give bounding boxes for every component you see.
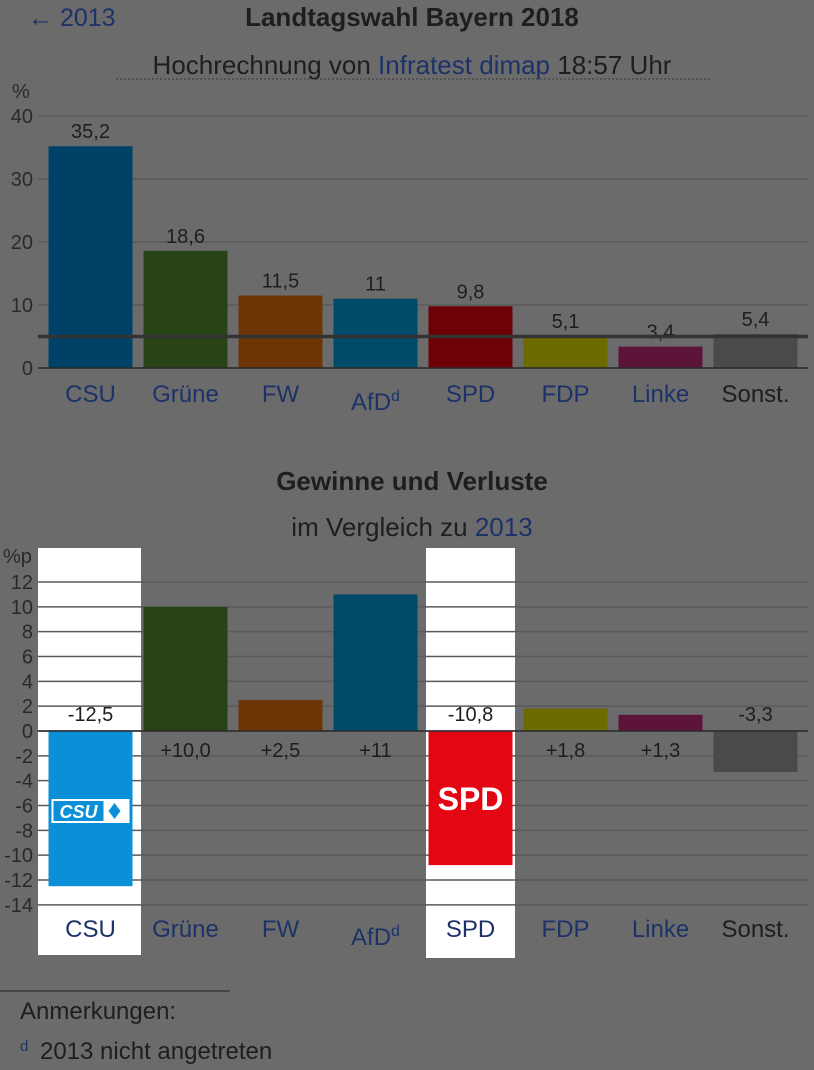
y-tick-label: -12 xyxy=(4,870,33,892)
svg-text:CSU: CSU xyxy=(59,802,98,822)
bar-grüne xyxy=(143,250,228,368)
category-label[interactable]: Linke xyxy=(632,381,689,408)
gains-title: Gewinne und Verluste xyxy=(276,466,548,496)
value-label: 18,6 xyxy=(166,226,205,248)
value-label: 5,1 xyxy=(552,311,580,333)
category-label[interactable]: AfDd xyxy=(351,923,400,951)
y-tick-label: 0 xyxy=(22,358,33,380)
category-label[interactable]: Linke xyxy=(632,916,689,943)
value-label: 3,4 xyxy=(647,322,675,344)
y-axis-unit: % xyxy=(12,81,30,103)
category-label[interactable]: SPD xyxy=(446,381,495,408)
bar-sonst xyxy=(713,731,798,772)
category-label[interactable]: FDP xyxy=(542,916,590,943)
spd-logo: SPD xyxy=(438,781,504,817)
value-label: +2,5 xyxy=(261,740,300,762)
value-label: -12,5 xyxy=(68,704,114,726)
y-tick-label: 4 xyxy=(22,671,33,693)
category-label[interactable]: SPD xyxy=(446,916,495,943)
bar-fw xyxy=(238,295,323,368)
y-tick-label: 10 xyxy=(11,597,33,619)
bar-fw xyxy=(238,699,323,731)
y-tick-label: -6 xyxy=(15,796,33,818)
bar-afd xyxy=(333,298,418,368)
y-tick-label: 6 xyxy=(22,647,33,669)
value-label: -3,3 xyxy=(738,704,772,726)
category-label[interactable]: FW xyxy=(262,381,300,408)
bar-fdp xyxy=(523,335,608,368)
back-link-2013[interactable]: ← 2013 xyxy=(28,4,116,32)
category-label[interactable]: FDP xyxy=(542,381,590,408)
notes-heading: Anmerkungen: xyxy=(20,998,176,1025)
category-label[interactable]: FW xyxy=(262,916,300,943)
bar-grüne xyxy=(143,606,228,731)
bar-csu xyxy=(48,146,133,368)
y-tick-label: 20 xyxy=(11,232,33,254)
category-label[interactable]: CSU xyxy=(65,381,116,408)
value-label: 35,2 xyxy=(71,121,110,143)
value-label: +11 xyxy=(359,740,391,762)
y-tick-label: -2 xyxy=(15,746,33,768)
category-label[interactable]: CSU xyxy=(65,916,116,943)
gains-losses-chart: %p -14 -12 -10 -8-6 -4 -2 0 2 46 8 10 12 -12,5 CSU CSU +… xyxy=(3,546,808,958)
y-tick-label: 8 xyxy=(22,622,33,644)
results-chart: % 0 10 20 30 40 35,2 CSU 18,6 Grüne 11,5 FW 11 AfDd 9,… xyxy=(11,81,808,416)
y-tick-label: 10 xyxy=(11,295,33,317)
y-tick-label: -4 xyxy=(15,771,33,793)
category-label[interactable]: Grüne xyxy=(152,381,219,408)
bar-spd xyxy=(428,731,513,866)
value-label: 9,8 xyxy=(457,281,485,303)
infratest-link[interactable]: Infratest dimap xyxy=(378,50,550,80)
category-label: Sonst. xyxy=(721,381,789,408)
category-label[interactable]: Grüne xyxy=(152,916,219,943)
gains-subtitle: im Vergleich zu 2013 xyxy=(291,512,532,542)
value-label: +10,0 xyxy=(160,740,211,762)
bar-fdp xyxy=(523,708,608,731)
y-tick-label: 2 xyxy=(22,696,33,718)
chart-subtitle: Hochrechnung von Infratest dimap 18:57 U… xyxy=(153,50,672,80)
y-tick-label: -10 xyxy=(4,845,33,867)
bar-linke xyxy=(618,714,703,731)
bar-afd xyxy=(333,594,418,731)
y-tick-label: 40 xyxy=(11,106,33,128)
value-label: 11,5 xyxy=(262,271,299,293)
category-label: Sonst. xyxy=(721,916,789,943)
y-tick-label: 12 xyxy=(11,572,33,594)
value-label: 11 xyxy=(365,274,386,296)
y-tick-label: 0 xyxy=(22,721,33,743)
bar-sonst xyxy=(713,333,798,368)
value-label: 5,4 xyxy=(742,309,770,331)
y-tick-label: -8 xyxy=(15,820,33,842)
chart-title: Landtagswahl Bayern 2018 xyxy=(245,2,579,32)
notes-text: 2013 nicht angetreten xyxy=(40,1038,272,1065)
csu-logo: CSU xyxy=(51,799,130,823)
bar-linke xyxy=(618,346,703,368)
y-axis-unit: %p xyxy=(3,546,32,568)
value-label: +1,3 xyxy=(641,740,680,762)
notes-marker: d xyxy=(20,1038,28,1055)
y-tick-label: 30 xyxy=(11,169,33,191)
value-label: +1,8 xyxy=(546,740,585,762)
value-label: -10,8 xyxy=(448,704,494,726)
y-tick-label: -14 xyxy=(4,895,33,917)
category-label[interactable]: AfDd xyxy=(351,388,400,416)
compare-2013-link[interactable]: 2013 xyxy=(475,512,533,542)
